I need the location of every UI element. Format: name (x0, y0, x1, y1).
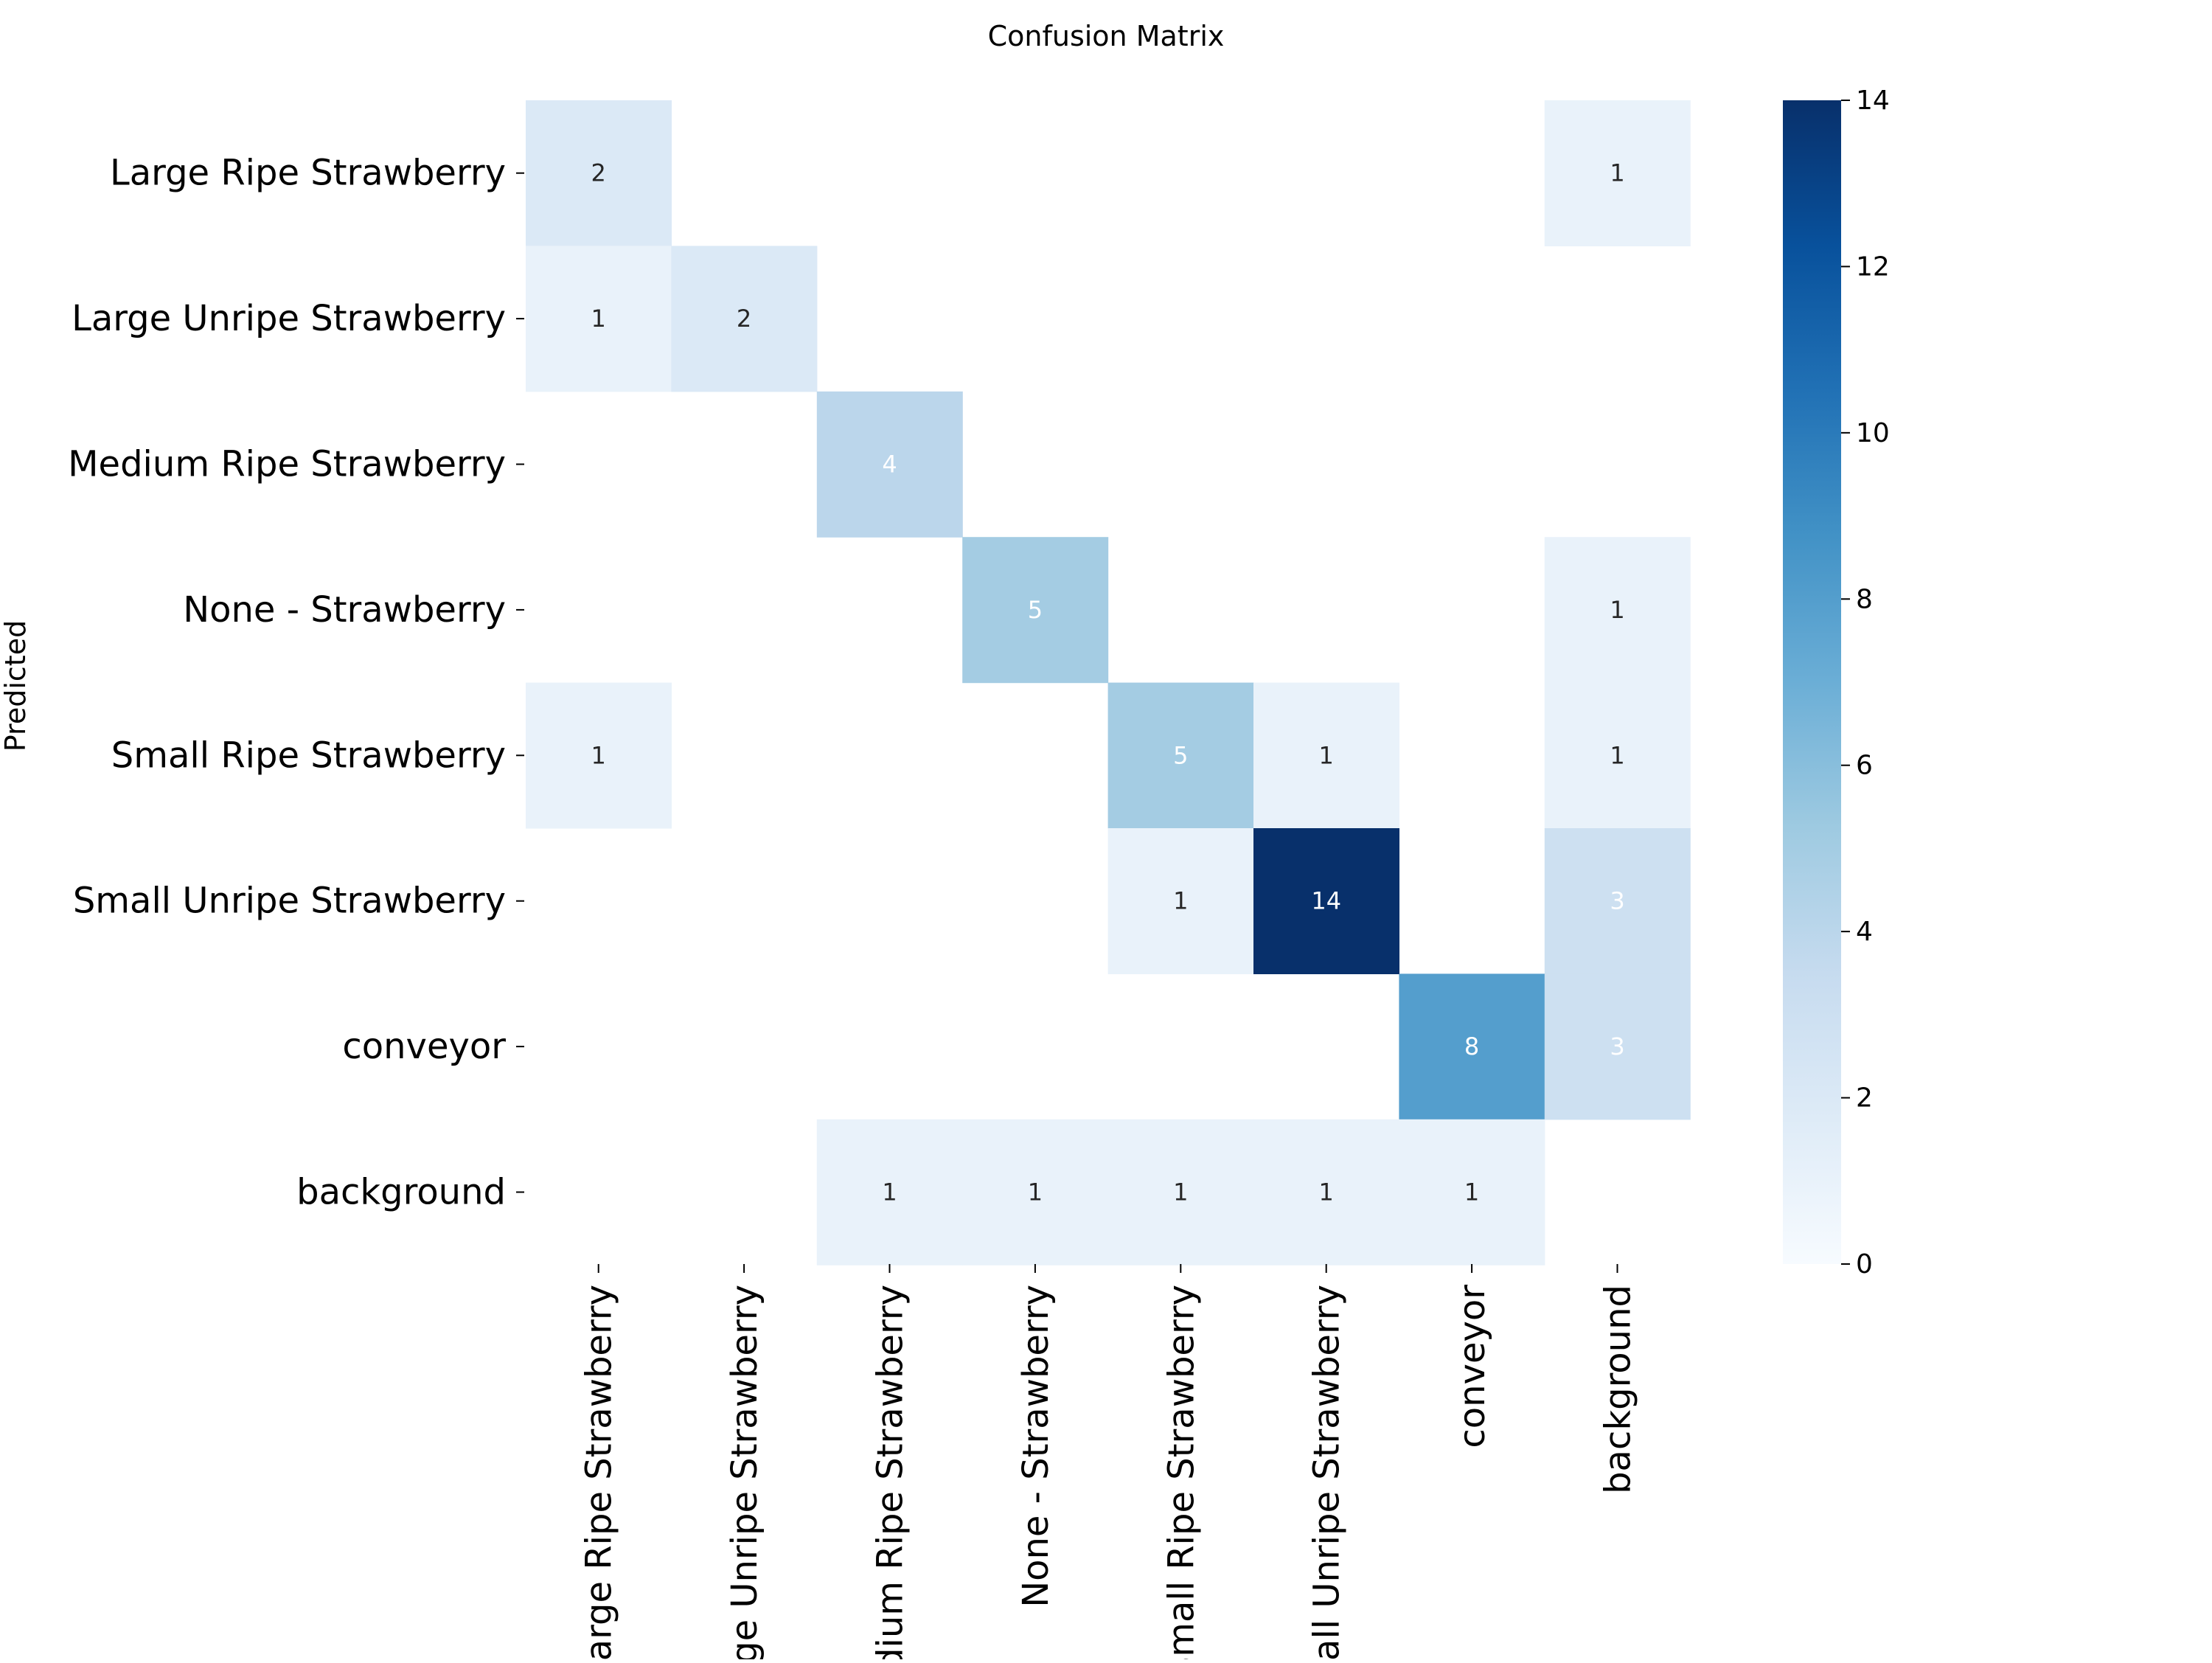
cell-value-label: 2 (737, 305, 751, 333)
cell-value-label: 1 (1610, 159, 1624, 187)
heatmap-cell (962, 537, 1109, 684)
heatmap-cell (1544, 682, 1691, 829)
column-label: Small Unripe Strawberry (1307, 1285, 1348, 1659)
colorbar-tick-label: 0 (1856, 1249, 1873, 1280)
cell-value-label: 1 (1319, 1178, 1334, 1207)
heatmap-cell (1253, 1119, 1399, 1266)
cell-value-label: 1 (1610, 596, 1624, 624)
heatmap-cell (526, 100, 672, 246)
column-label: background (1598, 1285, 1639, 1494)
row-label: Small Unripe Strawberry (73, 881, 506, 922)
heatmap-cell (816, 1119, 963, 1266)
cell-value-label: 14 (1311, 887, 1341, 915)
cell-value-label: 1 (1173, 887, 1188, 915)
cell-value-label: 4 (882, 451, 897, 479)
colorbar-tick-label: 6 (1856, 751, 1873, 781)
row-label: None - Strawberry (183, 589, 506, 631)
heatmap-cells: 2 1 1 2 4 5 1 1 5 1 1 1 14 3 8 3 1 1 1 1 1 (526, 100, 1691, 1266)
heatmap-cell (1107, 682, 1254, 829)
column-label: Small Ripe Strawberry (1161, 1285, 1202, 1659)
cell-value-label: 1 (1028, 1178, 1043, 1207)
heatmap-cell (1544, 973, 1691, 1120)
colorbar-tick-label: 14 (1856, 86, 1890, 116)
colorbar-tick-label: 10 (1856, 418, 1890, 448)
heatmap-cell (526, 246, 672, 392)
heatmap-cell (816, 391, 963, 538)
cell-value-label: 1 (882, 1178, 897, 1207)
colorbar-tick-label: 12 (1856, 251, 1890, 282)
colorbar-tick-label: 8 (1856, 584, 1873, 614)
cell-value-label: 3 (1610, 1032, 1624, 1060)
cell-value-label: 1 (591, 305, 606, 333)
column-label: conveyor (1452, 1285, 1493, 1448)
y-axis-label: Predicted (0, 620, 32, 751)
row-label: Small Ripe Strawberry (111, 735, 506, 776)
cell-value-label: 8 (1464, 1032, 1479, 1060)
heatmap-cell (1399, 973, 1545, 1120)
row-label: Medium Ripe Strawberry (68, 444, 506, 485)
heatmap-cell (1253, 828, 1399, 974)
heatmap-cell (1253, 682, 1399, 829)
colorbar-tick-label: 4 (1856, 917, 1873, 947)
column-label: Large Unripe Strawberry (724, 1285, 765, 1659)
cell-value-label: 1 (1173, 1178, 1188, 1207)
row-labels: Large Ripe Strawberry Large Unripe Strawb… (68, 153, 524, 1213)
cell-value-label: 1 (1610, 741, 1624, 769)
column-label: Large Ripe Strawberry (579, 1285, 620, 1659)
heatmap-cell (1544, 100, 1691, 246)
cell-value-label: 1 (591, 741, 606, 769)
heatmap-cell (962, 1119, 1109, 1266)
cell-value-label: 2 (591, 159, 606, 187)
cell-value-label: 1 (1319, 741, 1334, 769)
colorbar: 0 2 4 6 8 10 12 14 (1783, 86, 1890, 1280)
column-label: None - Strawberry (1015, 1285, 1057, 1608)
column-labels: Large Ripe Strawberry Large Unripe Strawb… (579, 1264, 1639, 1659)
heatmap-cell (1399, 1119, 1545, 1266)
row-label: conveyor (342, 1026, 506, 1067)
heatmap-cell (1544, 537, 1691, 684)
heatmap-cell (526, 682, 672, 829)
heatmap-cell (1107, 828, 1254, 974)
cell-value-label: 3 (1610, 887, 1624, 915)
cell-value-label: 5 (1028, 596, 1043, 624)
heatmap-cell (1107, 1119, 1254, 1266)
colorbar-gradient (1783, 100, 1841, 1264)
heatmap-cell (1544, 828, 1691, 974)
row-label: Large Ripe Strawberry (110, 153, 506, 194)
row-label: background (296, 1172, 506, 1213)
column-label: Medium Ripe Strawberry (870, 1285, 911, 1659)
cell-value-label: 1 (1464, 1178, 1479, 1207)
colorbar-tick-label: 2 (1856, 1083, 1873, 1114)
cell-value-label: 5 (1173, 741, 1188, 769)
chart-title: Confusion Matrix (988, 20, 1225, 52)
heatmap-cell (671, 246, 818, 392)
row-label: Large Unripe Strawberry (72, 298, 506, 339)
